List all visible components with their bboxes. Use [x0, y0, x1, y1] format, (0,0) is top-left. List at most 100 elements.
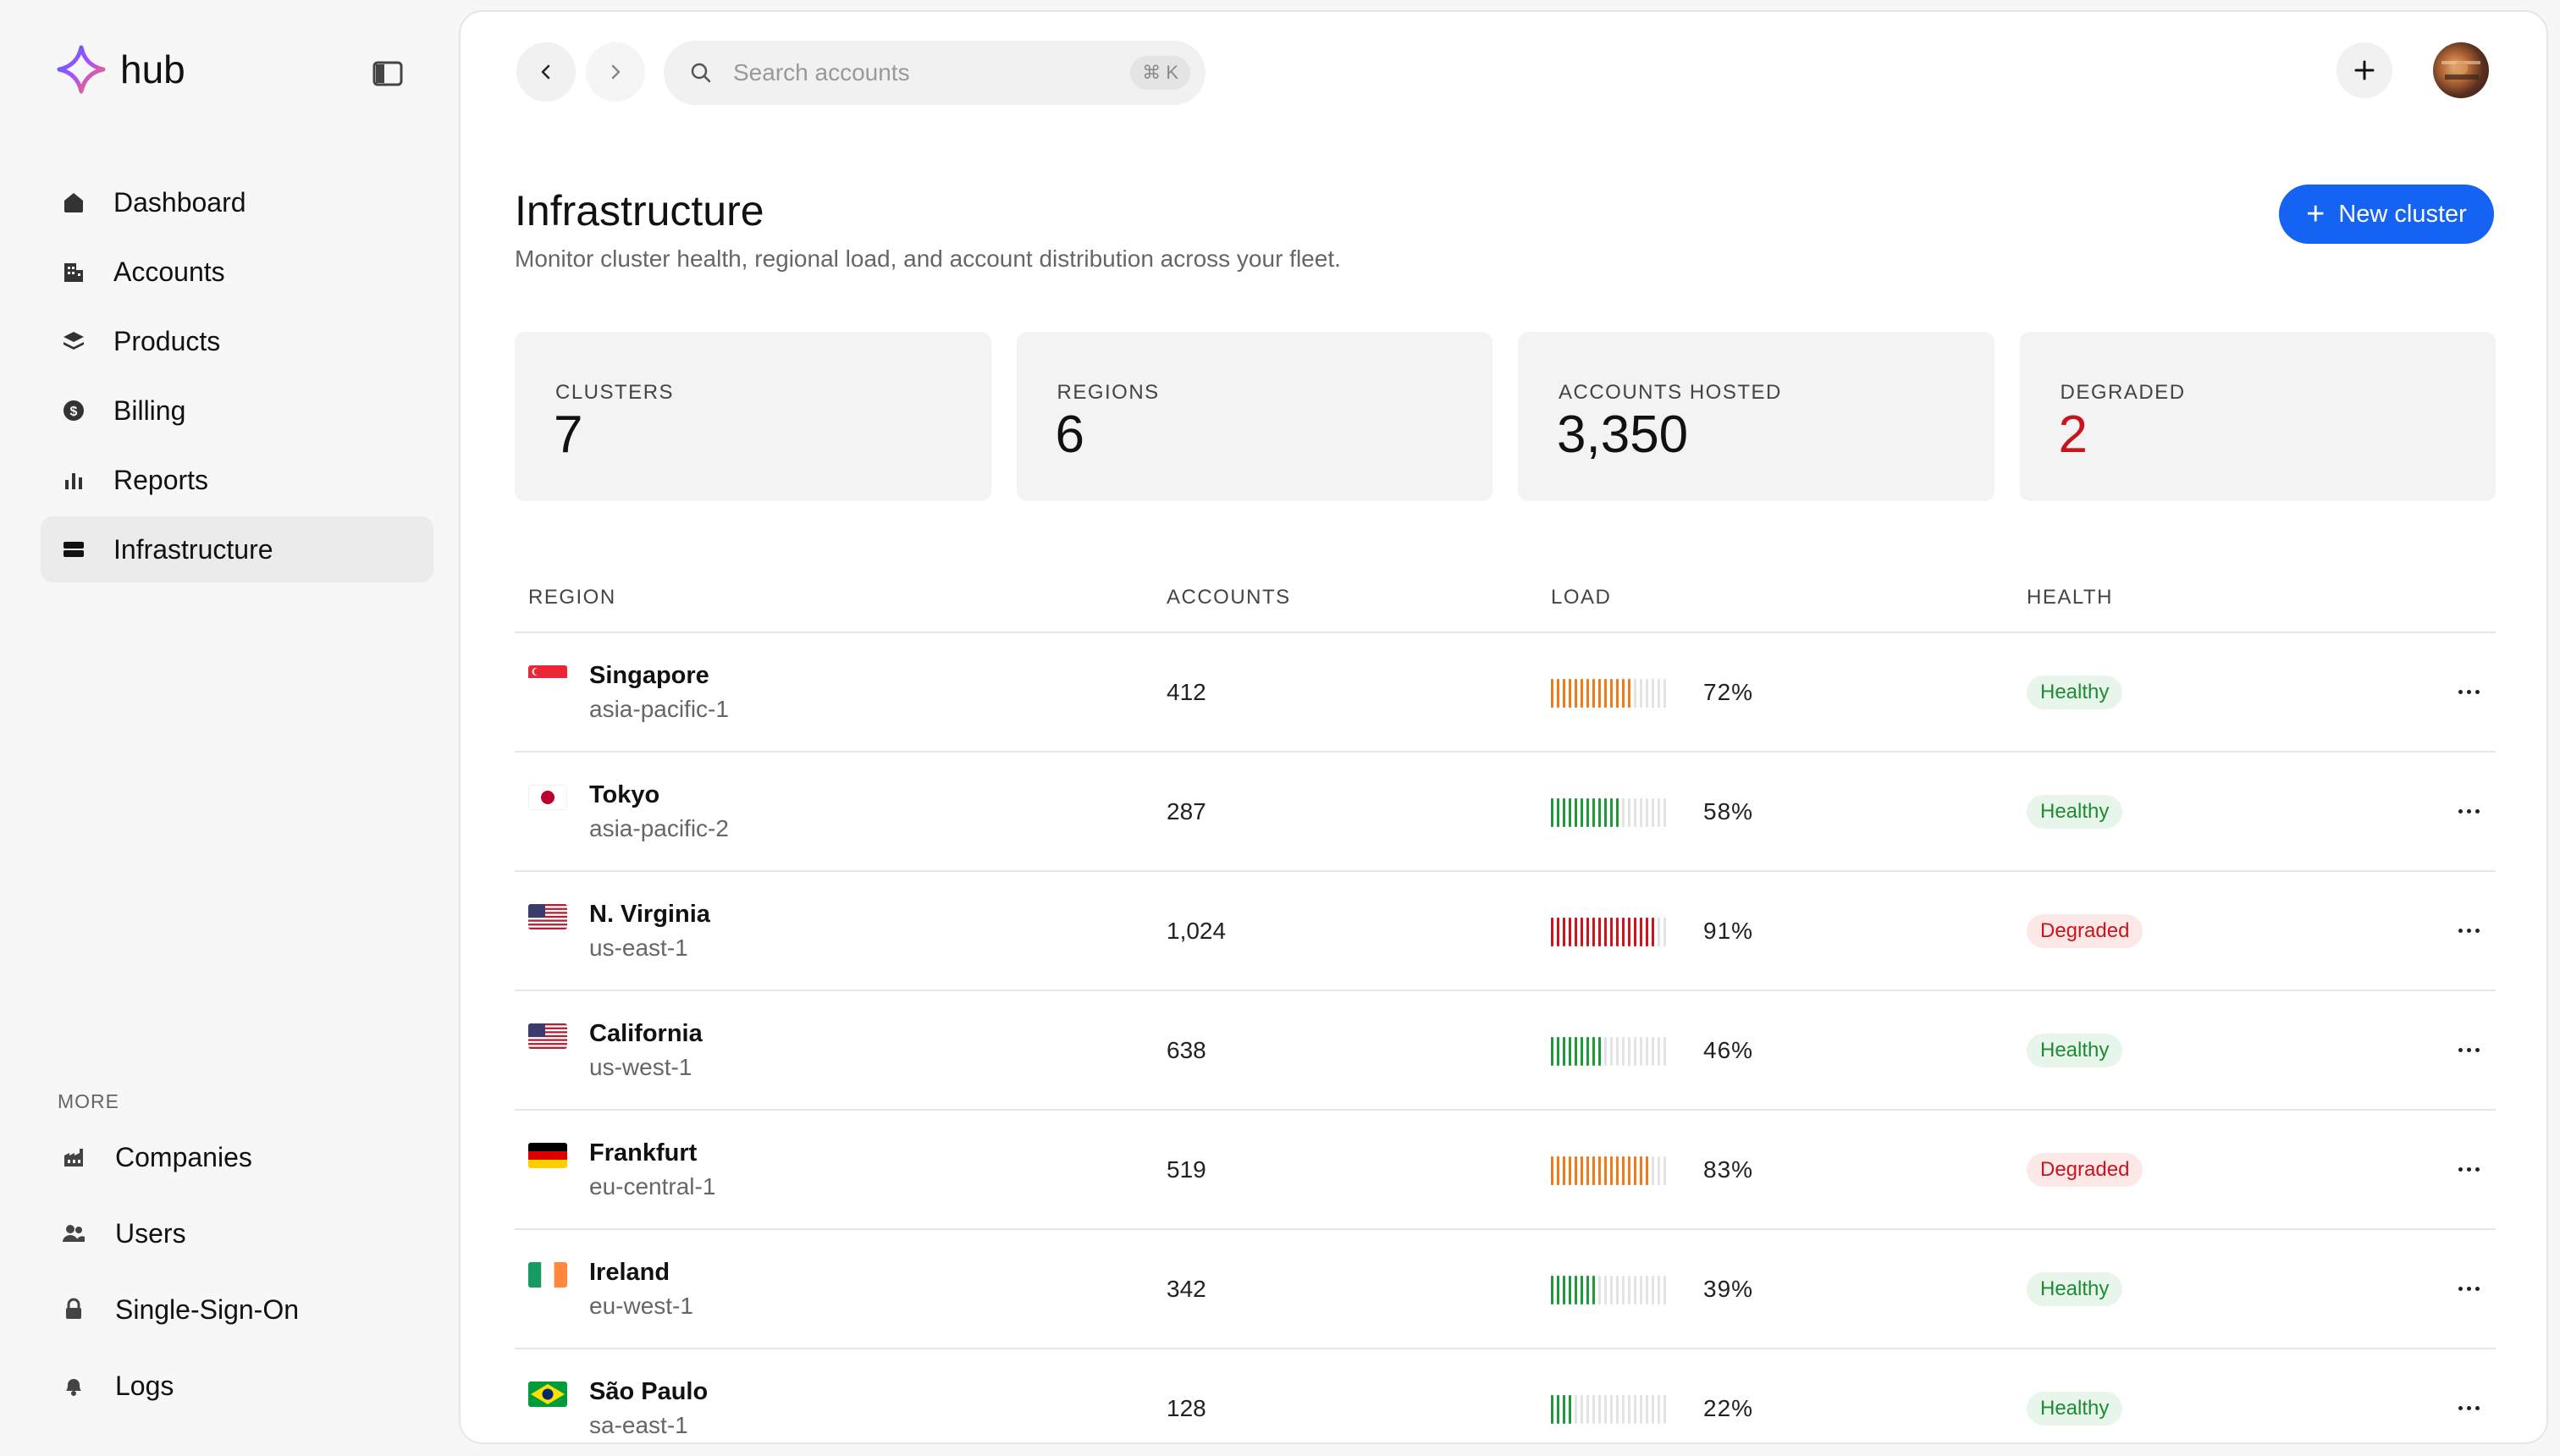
app-logo[interactable]: hub — [56, 44, 185, 95]
load-meter — [1551, 1156, 1666, 1185]
load-bar-segment — [1658, 918, 1660, 946]
table-row[interactable]: Ireland eu-west-1 342 39% Healthy — [515, 1230, 2496, 1349]
page-title: Infrastructure — [515, 187, 764, 234]
load-bar-segment — [1581, 679, 1583, 708]
account-count: 638 — [1167, 1037, 1206, 1063]
account-count: 412 — [1167, 679, 1206, 705]
load-bar-segment — [1604, 1156, 1607, 1185]
table-row[interactable]: California us-west-1 638 46% Healthy — [515, 991, 2496, 1111]
sidebar-item-label: Logs — [115, 1370, 174, 1401]
new-cluster-button[interactable]: + New cluster — [2279, 185, 2494, 244]
load-bar-segment — [1634, 1037, 1636, 1066]
sidebar-item-dashboard[interactable]: Dashboard — [41, 169, 433, 235]
table-row[interactable]: N. Virginia us-east-1 1,024 91% Degraded — [515, 872, 2496, 991]
status-badge: Healthy — [2027, 795, 2123, 829]
load-bar-segment — [1658, 1395, 1660, 1424]
row-actions-button[interactable] — [2450, 679, 2487, 704]
load-bar-segment — [1616, 1037, 1619, 1066]
load-bar-segment — [1658, 798, 1660, 827]
table-body: Singapore asia-pacific-1 412 72% Healthy Toky… — [515, 633, 2496, 1442]
load-bar-segment — [1551, 1037, 1553, 1066]
sidebar-item-infrastructure[interactable]: Infrastructure — [41, 516, 433, 582]
sidebar-item-label: Dashboard — [113, 186, 246, 218]
load-bar-segment — [1604, 918, 1607, 946]
column-header-health[interactable]: HEALTH — [2027, 586, 2113, 609]
load-bar-segment — [1610, 1037, 1613, 1066]
sidebar-item-label: Products — [113, 325, 221, 356]
more-dots-icon — [2474, 808, 2480, 813]
row-actions-button[interactable] — [2450, 1156, 2487, 1182]
load-bar-segment — [1592, 1276, 1595, 1304]
load-bar-segment — [1616, 1276, 1619, 1304]
table-row[interactable]: São Paulo sa-east-1 128 22% Healthy — [515, 1349, 2496, 1442]
load-meter — [1551, 1395, 1666, 1424]
load-percent: 91% — [1703, 918, 1754, 944]
column-header-accounts[interactable]: ACCOUNTS — [1167, 586, 1291, 609]
forward-button[interactable] — [586, 42, 645, 102]
table-row[interactable]: Tokyo asia-pacific-2 287 58% Healthy — [515, 753, 2496, 872]
factory-icon — [61, 1144, 86, 1170]
search-input[interactable] — [733, 51, 1089, 95]
region-code: eu-west-1 — [589, 1293, 693, 1319]
row-actions-button[interactable] — [2450, 1276, 2487, 1301]
status-badge: Healthy — [2027, 676, 2123, 709]
stat-label: REGIONS — [1057, 381, 1160, 404]
sidebar-item-label: Reports — [113, 464, 209, 495]
sidebar-toggle-button[interactable] — [372, 61, 403, 86]
sidebar-item-products[interactable]: Products — [41, 308, 433, 374]
table-row[interactable]: Frankfurt eu-central-1 519 83% Degraded — [515, 1111, 2496, 1230]
load-bar-segment — [1551, 918, 1553, 946]
sidebar-item-logs[interactable]: Logs — [41, 1349, 433, 1422]
row-actions-button[interactable] — [2450, 918, 2487, 943]
load-bar-segment — [1663, 798, 1666, 827]
sidebar-item-companies[interactable]: Companies — [41, 1121, 433, 1194]
add-button[interactable] — [2337, 42, 2392, 98]
load-meter — [1551, 1276, 1666, 1304]
load-bar-segment — [1557, 679, 1559, 708]
more-dots-icon — [2466, 928, 2471, 933]
sidebar-item-single-sign-on[interactable]: Single-Sign-On — [41, 1273, 433, 1346]
secondary-nav: Companies Users Single-Sign-On Logs — [41, 1121, 433, 1426]
load-bar-segment — [1563, 798, 1565, 827]
flag-jp-icon — [528, 785, 567, 810]
sidebar-item-reports[interactable]: Reports — [41, 447, 433, 513]
load-bar-segment — [1557, 1037, 1559, 1066]
load-bar-segment — [1592, 679, 1595, 708]
column-header-load[interactable]: LOAD — [1551, 586, 1612, 609]
stat-label: CLUSTERS — [555, 381, 675, 404]
user-avatar[interactable] — [2433, 42, 2489, 98]
load-bar-segment — [1634, 679, 1636, 708]
account-count: 519 — [1167, 1156, 1206, 1183]
load-bar-segment — [1586, 1395, 1589, 1424]
region-name: California — [589, 1020, 703, 1047]
sidebar-item-users[interactable]: Users — [41, 1197, 433, 1270]
stat-value: 2 — [2058, 405, 2088, 464]
load-bar-segment — [1581, 1395, 1583, 1424]
row-actions-button[interactable] — [2450, 798, 2487, 824]
row-actions-button[interactable] — [2450, 1395, 2487, 1420]
load-bar-segment — [1658, 679, 1660, 708]
load-bar-segment — [1628, 1276, 1630, 1304]
sidebar-item-label: Single-Sign-On — [115, 1293, 299, 1325]
sidebar-item-accounts[interactable]: Accounts — [41, 239, 433, 305]
stat-card-clusters: CLUSTERS 7 — [515, 332, 991, 501]
load-bar-segment — [1557, 918, 1559, 946]
stat-card-degraded: DEGRADED 2 — [2019, 332, 2496, 501]
load-bar-segment — [1604, 1276, 1607, 1304]
column-header-region[interactable]: REGION — [528, 586, 616, 609]
account-count: 287 — [1167, 798, 1206, 825]
table-header: REGION ACCOUNTS LOAD HEALTH — [515, 554, 2496, 633]
load-bar-segment — [1634, 918, 1636, 946]
load-bar-segment — [1598, 1156, 1601, 1185]
bell-icon — [61, 1373, 86, 1398]
load-bar-segment — [1569, 1395, 1571, 1424]
chevron-right-icon — [611, 64, 621, 80]
back-button[interactable] — [516, 42, 576, 102]
region-name: Singapore — [589, 662, 709, 689]
load-bar-segment — [1646, 1037, 1648, 1066]
sidebar-item-billing[interactable]: $ Billing — [41, 378, 433, 444]
load-bar-segment — [1569, 679, 1571, 708]
table-row[interactable]: Singapore asia-pacific-1 412 72% Healthy — [515, 633, 2496, 753]
load-bar-segment — [1652, 1276, 1654, 1304]
row-actions-button[interactable] — [2450, 1037, 2487, 1062]
